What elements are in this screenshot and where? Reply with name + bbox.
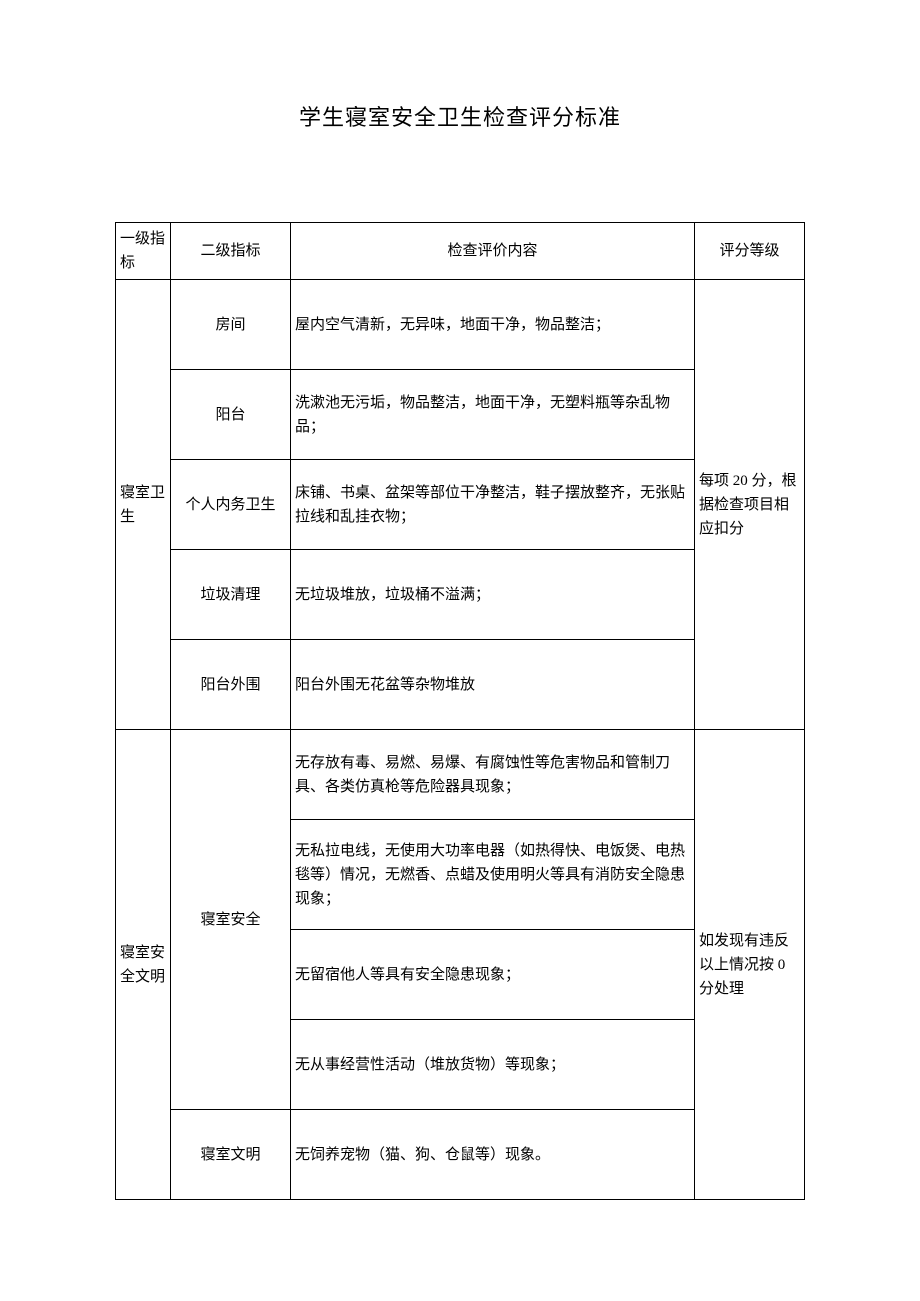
grade-cell: 每项 20 分，根据检查项目相应扣分 [695, 280, 805, 730]
content-cell: 屋内空气清新，无异味，地面干净，物品整洁； [291, 280, 695, 370]
content-cell: 床铺、书桌、盆架等部位干净整洁，鞋子摆放整齐，无张贴拉线和乱挂衣物； [291, 460, 695, 550]
level2-cell: 垃圾清理 [171, 550, 291, 640]
level1-cell: 寝室安全文明 [116, 730, 171, 1200]
header-level2: 二级指标 [171, 223, 291, 280]
content-cell: 无私拉电线，无使用大功率电器（如热得快、电饭煲、电热毯等）情况，无燃香、点蜡及使… [291, 820, 695, 930]
header-level1: 一级指标 [116, 223, 171, 280]
content-cell: 无留宿他人等具有安全隐患现象； [291, 930, 695, 1020]
header-grade: 评分等级 [695, 223, 805, 280]
content-cell: 无垃圾堆放，垃圾桶不溢满； [291, 550, 695, 640]
content-cell: 洗漱池无污垢，物品整洁，地面干净，无塑料瓶等杂乱物品； [291, 370, 695, 460]
level2-cell: 阳台外围 [171, 640, 291, 730]
content-cell: 无存放有毒、易燃、易爆、有腐蚀性等危害物品和管制刀具、各类仿真枪等危险器具现象； [291, 730, 695, 820]
level2-cell: 个人内务卫生 [171, 460, 291, 550]
header-row: 一级指标 二级指标 检查评价内容 评分等级 [116, 223, 805, 280]
level1-cell: 寝室卫生 [116, 280, 171, 730]
table-row: 寝室安全文明 寝室安全 无存放有毒、易燃、易爆、有腐蚀性等危害物品和管制刀具、各… [116, 730, 805, 820]
grade-cell: 如发现有违反以上情况按 0 分处理 [695, 730, 805, 1200]
level2-cell: 寝室文明 [171, 1110, 291, 1200]
content-cell: 无饲养宠物（猫、狗、仓鼠等）现象。 [291, 1110, 695, 1200]
level2-cell: 房间 [171, 280, 291, 370]
content-cell: 阳台外围无花盆等杂物堆放 [291, 640, 695, 730]
content-cell: 无从事经营性活动（堆放货物）等现象； [291, 1020, 695, 1110]
table-row: 寝室卫生 房间 屋内空气清新，无异味，地面干净，物品整洁； 每项 20 分，根据… [116, 280, 805, 370]
document-title: 学生寝室安全卫生检查评分标准 [115, 100, 805, 132]
level2-cell: 阳台 [171, 370, 291, 460]
level2-cell: 寝室安全 [171, 730, 291, 1110]
header-content: 检查评价内容 [291, 223, 695, 280]
scoring-table: 一级指标 二级指标 检查评价内容 评分等级 寝室卫生 房间 屋内空气清新，无异味… [115, 222, 805, 1200]
